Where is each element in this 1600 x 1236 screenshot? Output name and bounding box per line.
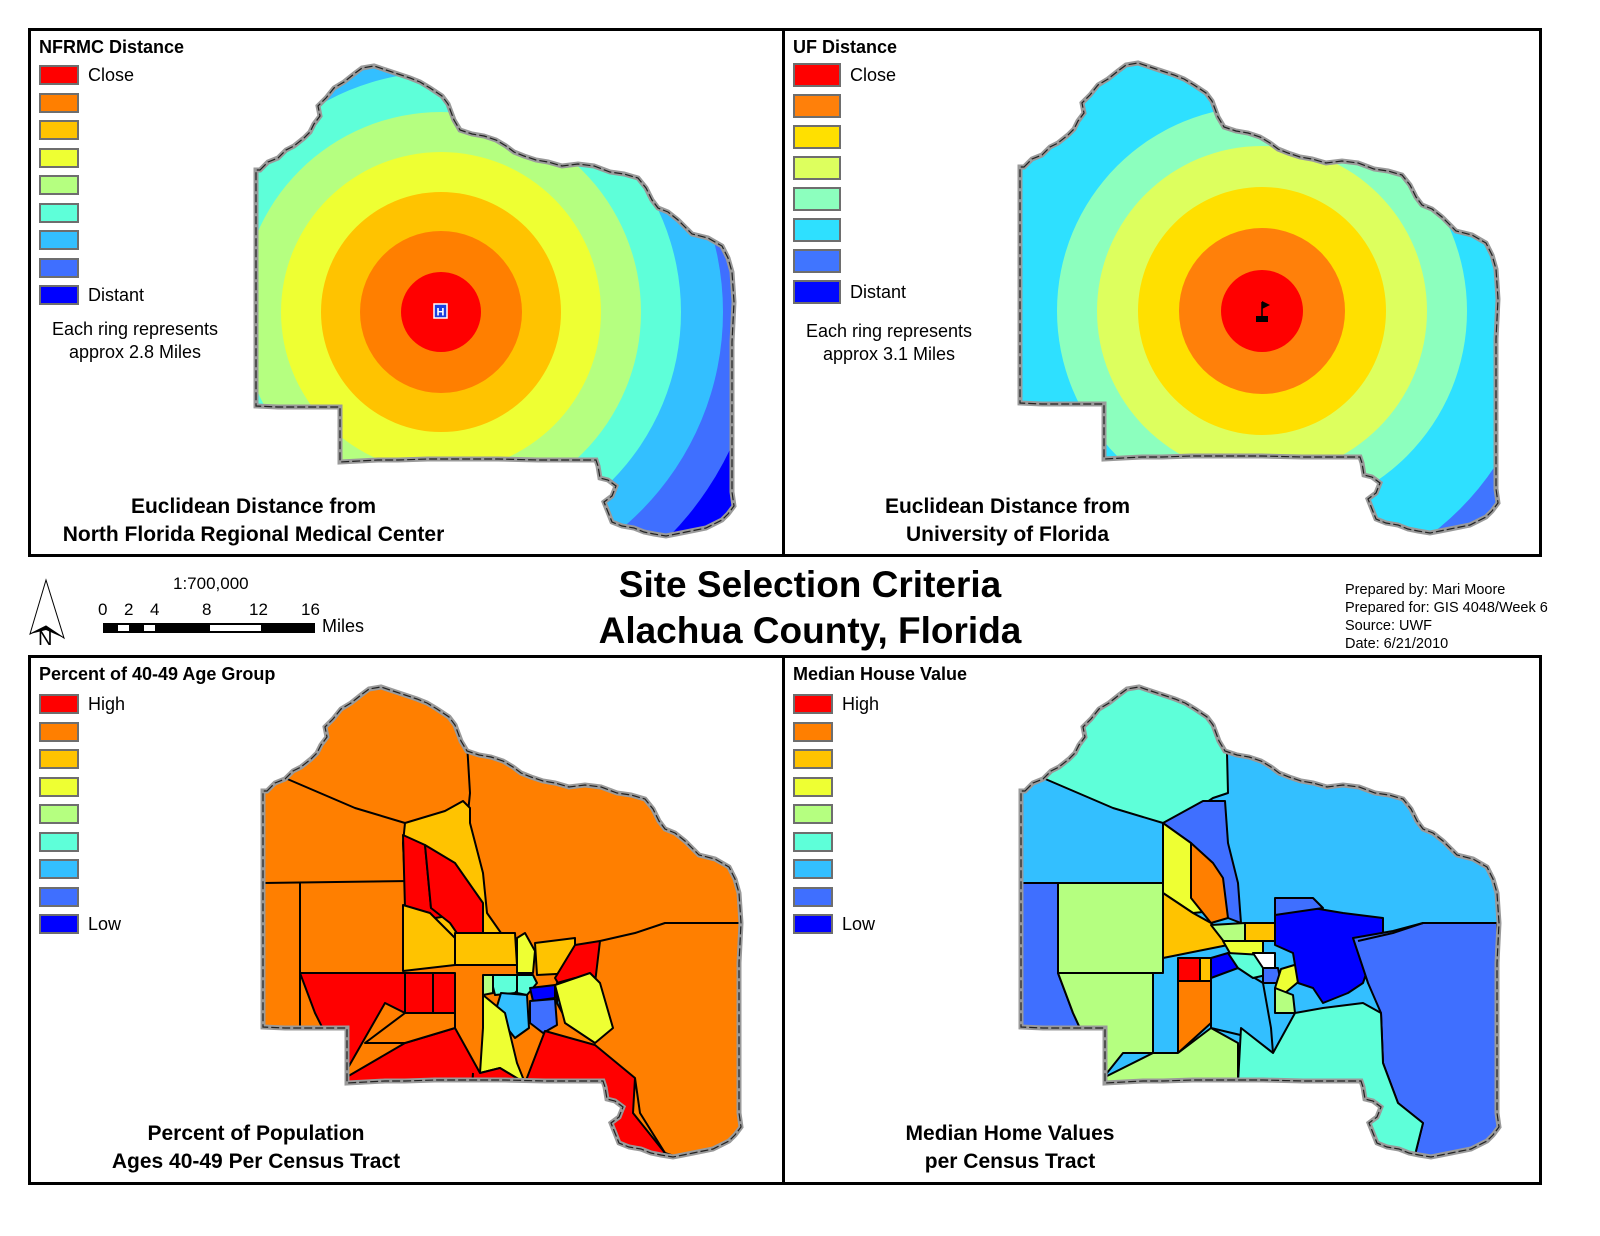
hospital-icon: H [433,303,448,319]
legend-swatch [39,175,79,195]
legend-swatch [793,914,833,934]
scale-tick: 2 [124,600,134,619]
caption-line1: Median Home Values [905,1122,1115,1145]
ring-note-line1: Each ring represents [805,321,973,341]
legend-swatch [793,156,841,180]
credits-block: Prepared by: Mari Moore Prepared for: GI… [1345,581,1548,653]
scale-tick: 16 [301,600,320,619]
legend-swatch [793,94,841,118]
panel-age-group: Percent of 40-49 Age Group High Low [28,655,785,1185]
credit-source: Source: UWF [1345,618,1433,634]
legend-swatch [793,776,833,797]
scale-tick: 4 [150,600,160,619]
caption-line2: per Census Tract [924,1150,1096,1173]
ring-note-line1: Each ring represents [51,319,219,339]
panel-title: Median House Value [793,664,968,684]
legend-swatch [793,280,841,304]
map-caption: Percent of Population Ages 40-49 Per Cen… [31,1120,481,1176]
ring-note: Each ring represents approx 2.8 Miles [39,318,231,364]
university-flag-icon [1256,301,1270,322]
caption-line1: Euclidean Distance from [130,495,377,518]
ring-note: Each ring represents approx 3.1 Miles [793,320,985,366]
main-title-line2: Alachua County, Florida [598,610,1022,651]
caption-line1: Percent of Population [147,1122,365,1145]
choropleth-map-house-value [785,658,1545,1188]
scale-tick: 12 [249,600,268,619]
legend-swatch [793,125,841,149]
legend-swatch [39,147,79,168]
legend-swatch [793,721,833,742]
legend-swatch [793,249,841,273]
legend-swatch [39,202,79,223]
credit-prepared-for: Prepared for: GIS 4048/Week 6 [1345,600,1548,616]
credit-date: Date: 6/21/2010 [1345,636,1449,652]
panel-uf-distance: UF Distance Close Distant Each ring repr… [782,28,1542,557]
legend-swatch [39,831,79,852]
legend-swatch [39,721,79,742]
caption-line2: Ages 40-49 Per Census Tract [111,1150,401,1173]
legend-label-close: Close [88,65,135,85]
legend-label-high: High [88,694,126,714]
north-arrow-icon [29,578,65,640]
map-caption: Euclidean Distance from University of Fl… [785,493,1230,549]
legend-swatch [793,218,841,242]
panel-nfrmc-distance: NFRMC Distance Close Distant Each ring r… [28,28,785,557]
legend-swatch [39,285,79,305]
legend-swatch [793,859,833,879]
scale-unit: Miles [322,616,365,636]
legend-swatch [793,694,833,714]
panel-title: UF Distance [793,37,898,57]
scale-ratio: 1:700,000 [173,574,249,593]
legend-swatch [793,63,841,87]
scale-tick-labels: 0 2 4 8 12 16 [96,600,336,620]
legend-swatch [39,776,79,797]
legend-label-low: Low [842,914,876,934]
map-caption: Euclidean Distance from North Florida Re… [31,493,476,549]
choropleth-map-age [31,658,788,1188]
scale-tick: 8 [202,600,212,619]
scale-tick: 0 [98,600,108,619]
distance-map-nfrmc: H [31,31,788,560]
north-label: N [38,628,53,650]
legend-swatch [39,804,79,824]
svg-text:H: H [437,307,445,319]
ring-note-line2: approx 3.1 Miles [822,344,956,364]
legend-swatch [39,694,79,714]
legend-label-close: Close [850,65,897,85]
legend-swatch [39,65,79,85]
map-caption: Median Home Values per Census Tract [785,1120,1235,1176]
main-title-line1: Site Selection Criteria [618,564,1002,605]
legend-label-low: Low [88,914,122,934]
north-arrow: N [24,576,74,656]
ring-note-line2: approx 2.8 Miles [68,342,202,362]
caption-line1: Euclidean Distance from [884,495,1131,518]
distance-map-uf [785,31,1545,560]
legend-swatch [39,257,79,278]
legend-swatch [39,230,79,250]
legend-swatch [793,187,841,211]
legend-label-high: High [842,694,880,714]
caption-line2: University of Florida [905,523,1110,546]
credit-prepared-by: Prepared by: Mari Moore [1345,582,1506,598]
legend-swatch [39,914,79,934]
scale-bar [103,623,315,633]
legend-swatch [39,120,79,140]
legend-swatch [39,92,79,113]
legend-swatch [793,804,833,824]
legend-swatch [39,859,79,879]
legend-swatch [793,831,833,852]
caption-line2: North Florida Regional Medical Center [62,523,445,546]
panel-title: NFRMC Distance [39,37,185,57]
legend-swatch [793,886,833,907]
main-title: Site Selection Criteria Alachua County, … [540,562,1080,654]
legend-label-distant: Distant [88,285,145,305]
legend-label-distant: Distant [850,282,907,302]
legend-swatch [39,749,79,769]
panel-median-house-value: Median House Value High Low [782,655,1542,1185]
panel-title: Percent of 40-49 Age Group [39,664,276,684]
legend-swatch [39,886,79,907]
legend-swatch [793,749,833,769]
